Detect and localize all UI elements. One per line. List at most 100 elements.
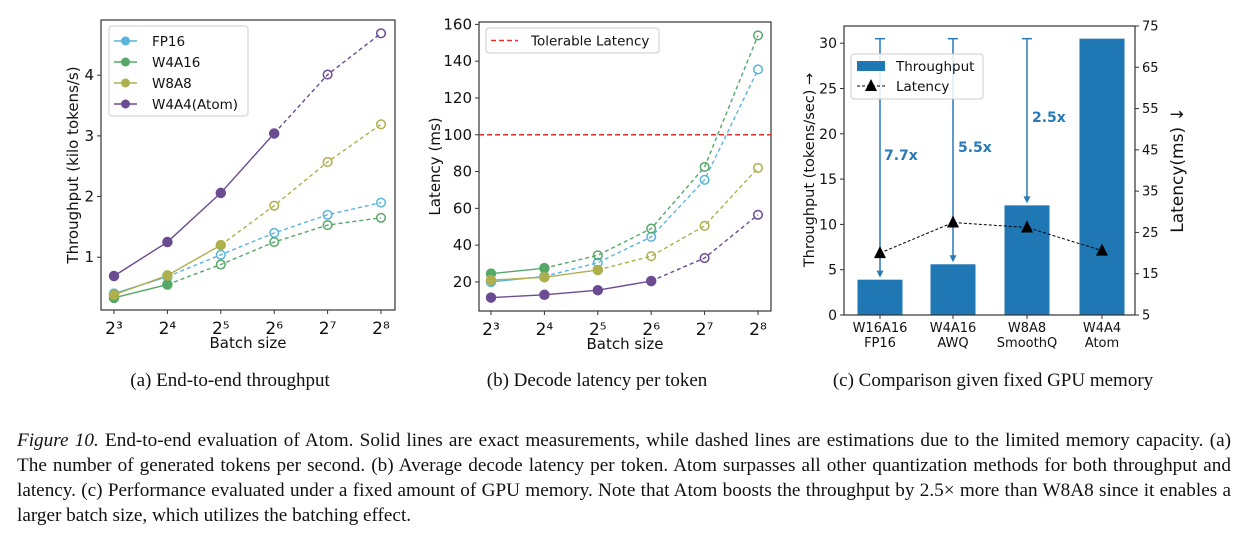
y-tick-label: 20 bbox=[819, 127, 837, 143]
legend-swatch bbox=[857, 61, 885, 71]
series--6b4c93-point bbox=[645, 275, 657, 287]
y-tick-label: 60 bbox=[453, 199, 472, 217]
bar-throughput bbox=[857, 279, 903, 315]
series--6b4c93-measured-line bbox=[490, 280, 652, 299]
x-tick-label: 2⁵ bbox=[589, 320, 607, 340]
series--55a868-point bbox=[539, 262, 550, 274]
x-tick-label: 2⁷ bbox=[319, 319, 337, 339]
series-w4a16-point bbox=[322, 220, 333, 231]
plot-frame bbox=[478, 21, 772, 312]
y-right-tick-label: 35 bbox=[1142, 185, 1159, 200]
y-tick-label: 15 bbox=[819, 172, 837, 188]
legend-label: W4A16 bbox=[152, 55, 200, 71]
legend-marker bbox=[121, 36, 130, 46]
subcaption-a: (a) End-to-end throughput bbox=[130, 370, 330, 391]
x-tick-label: 2⁸ bbox=[372, 319, 390, 339]
series--55a868-point bbox=[646, 223, 657, 234]
y-tick-label: 2 bbox=[84, 188, 94, 206]
series--6b4c93-estimated-line bbox=[650, 214, 759, 282]
x-tick-sublabel: FP16 bbox=[864, 336, 896, 351]
legend-marker bbox=[121, 57, 130, 67]
y-tick-label: 10 bbox=[819, 217, 837, 233]
series-fp16-estimated-line bbox=[167, 201, 382, 278]
series--aeb04e-point bbox=[699, 220, 710, 231]
series-w8a8-estimated-line bbox=[220, 123, 382, 246]
legend-box bbox=[108, 25, 249, 117]
plot-frame bbox=[843, 25, 1136, 316]
x-tick-label: 2³ bbox=[482, 320, 500, 340]
x-axis-label: Batch size bbox=[587, 335, 664, 353]
x-tick-sublabel: Atom bbox=[1085, 336, 1119, 351]
speedup-label: 7.7x bbox=[884, 148, 918, 164]
series--6b4c93-point bbox=[539, 289, 550, 301]
x-tick-sublabel: SmoothQ bbox=[997, 336, 1057, 351]
arrow-head bbox=[876, 270, 884, 278]
series--55a868-estimated-line bbox=[544, 35, 759, 269]
y-tick-label: 40 bbox=[453, 236, 472, 254]
speedup-arrow bbox=[1022, 37, 1032, 204]
legend-label: Latency bbox=[896, 79, 949, 95]
series-w4a4-atom--point bbox=[268, 128, 280, 139]
series-w4a16-point bbox=[375, 212, 387, 223]
x-tick-label: 2³ bbox=[105, 319, 123, 339]
legend-marker bbox=[865, 79, 877, 91]
x-tick-label: W4A4 bbox=[1083, 321, 1121, 336]
caption-text: End-to-end evaluation of Atom. Solid lin… bbox=[17, 430, 1231, 526]
series-fp16-point bbox=[322, 209, 333, 220]
y-tick-label: 140 bbox=[443, 52, 472, 70]
x-tick-label: 2⁶ bbox=[642, 320, 660, 340]
series-w4a4-atom--estimated-line bbox=[273, 32, 382, 134]
series-w8a8-point bbox=[108, 289, 120, 301]
series-w4a4-atom--point bbox=[322, 69, 333, 80]
x-tick-label: 2⁷ bbox=[696, 320, 714, 340]
legend: Throughput Latency bbox=[850, 53, 984, 100]
legend-box bbox=[485, 27, 660, 54]
series-w4a4-atom--measured-line bbox=[113, 132, 275, 277]
series-w4a4-atom--point bbox=[215, 187, 227, 199]
series-w4a4-atom--point bbox=[375, 28, 387, 39]
x-axis-label: Batch size bbox=[210, 334, 287, 352]
series-w4a16-point bbox=[162, 279, 173, 290]
y-tick-label: 120 bbox=[443, 89, 472, 107]
y-right-tick-label: 55 bbox=[1142, 102, 1159, 117]
legend-marker bbox=[121, 78, 130, 88]
series--aeb04e-point bbox=[539, 272, 550, 283]
series--6b4c93-point bbox=[485, 292, 497, 303]
series--55a868-point bbox=[699, 161, 710, 173]
x-tick-sublabel: AWQ bbox=[937, 336, 968, 351]
y-tick-label: 4 bbox=[84, 66, 94, 84]
figure-caption: Figure 10. End-to-end evaluation of Atom… bbox=[17, 428, 1231, 528]
series--aeb04e-point bbox=[752, 162, 764, 173]
x-tick-label: 2⁶ bbox=[265, 319, 283, 339]
y-right-tick-label: 5 bbox=[1142, 309, 1150, 324]
series-w8a8-point bbox=[269, 200, 280, 211]
arrow-head bbox=[1023, 196, 1031, 204]
plot-frame bbox=[100, 19, 396, 311]
series-w8a8-point bbox=[322, 156, 333, 168]
speedup-label: 5.5x bbox=[958, 140, 992, 156]
y-right-tick-label: 65 bbox=[1142, 61, 1159, 76]
series--aeb04e-point bbox=[485, 274, 497, 286]
arrow-head bbox=[949, 255, 957, 263]
series--6b4c93-point bbox=[752, 209, 764, 220]
y-axis-label: Latency (ms) bbox=[426, 117, 444, 215]
y-right-tick-label: 15 bbox=[1142, 267, 1159, 282]
speedup-label: 2.5x bbox=[1032, 110, 1066, 126]
legend-label: Throughput bbox=[895, 59, 974, 75]
series-w4a16-measured-line bbox=[113, 283, 168, 299]
series-w4a16-point bbox=[215, 259, 226, 270]
y-axis-label: Throughput (kilo tokens/s) bbox=[64, 66, 82, 264]
latency-line bbox=[879, 222, 1103, 254]
latency-marker bbox=[1096, 243, 1108, 256]
chart-a: 1 2 3 4 2³ 2⁴ 2⁵ 2⁶ 2⁷ 2⁸ Batch size Throughput (ki… bbox=[64, 19, 396, 352]
y-tick-label: 30 bbox=[819, 36, 837, 52]
subcaption-b: (b) Decode latency per token bbox=[486, 370, 708, 391]
legend-label: W8A8 bbox=[152, 76, 192, 92]
y-tick-label: 80 bbox=[453, 163, 472, 181]
x-tick-label: 2⁴ bbox=[159, 319, 177, 339]
series-w4a4-atom--point bbox=[108, 270, 120, 282]
y-tick-label: 25 bbox=[819, 82, 837, 98]
series-w4a4-atom--point bbox=[162, 236, 173, 248]
legend-label: FP16 bbox=[152, 34, 185, 50]
